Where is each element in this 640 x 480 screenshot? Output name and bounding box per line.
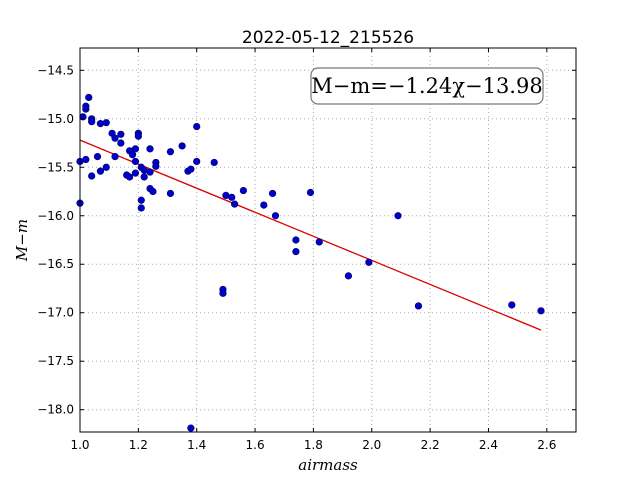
data-point <box>131 169 140 177</box>
data-point <box>111 153 119 161</box>
fit-line-group <box>79 139 542 331</box>
data-point <box>126 173 134 181</box>
x-tick-labels: 1.0 1.2 1.4 1.6 1.8 2.0 2.2 2.4 2.6 <box>70 438 556 452</box>
data-point <box>166 189 175 198</box>
y-tick-label: −17.5 <box>37 354 74 368</box>
x-tick-label: 1.8 <box>304 438 323 452</box>
data-point <box>111 134 119 142</box>
y-tick-label: −15.0 <box>37 112 74 126</box>
data-point <box>131 145 140 153</box>
data-point <box>414 302 423 310</box>
data-point <box>315 238 323 246</box>
grid <box>79 48 576 432</box>
y-tick-label: −16.5 <box>37 257 74 271</box>
data-point <box>152 162 160 170</box>
y-tick-label: −16.0 <box>37 209 74 223</box>
x-axis-label: airmass <box>298 456 358 474</box>
data-point <box>140 173 148 181</box>
y-tick-label: −18.0 <box>37 403 74 417</box>
data-point <box>93 153 102 161</box>
data-point <box>102 119 110 127</box>
data-point <box>268 189 277 198</box>
x-tick-label: 2.2 <box>421 438 440 452</box>
fit-annotation-frame <box>310 67 544 105</box>
data-point <box>166 148 175 156</box>
fit-annotation: M−m=−1.24χ−13.98 <box>311 74 542 98</box>
data-point <box>134 132 142 140</box>
data-point <box>117 139 125 147</box>
data-point <box>394 212 402 220</box>
data-point <box>306 188 315 197</box>
data-point <box>508 301 516 309</box>
data-point <box>85 93 93 102</box>
data-point <box>102 163 110 171</box>
data-point <box>292 236 300 244</box>
y-tick-label: −14.5 <box>37 63 74 77</box>
axis-ticks <box>79 48 576 432</box>
y-axis-label: M−m <box>13 219 31 262</box>
data-point <box>187 165 195 173</box>
data-point <box>82 102 90 110</box>
data-point <box>271 212 280 220</box>
plot-area <box>80 48 576 432</box>
data-point <box>96 167 105 175</box>
data-point <box>228 193 236 201</box>
data-point <box>146 145 154 153</box>
data-point <box>128 151 137 159</box>
data-point <box>292 248 300 256</box>
x-tick-label: 1.6 <box>246 438 265 452</box>
data-point <box>137 196 145 204</box>
data-point <box>365 258 373 266</box>
data-point <box>219 289 227 297</box>
data-point <box>131 157 140 166</box>
data-point <box>96 120 105 128</box>
data-point <box>117 130 125 138</box>
x-tick-label: 2.4 <box>479 438 498 452</box>
data-point <box>260 201 268 209</box>
fit-line <box>79 139 542 331</box>
data-point <box>193 122 201 131</box>
data-point <box>537 307 545 315</box>
data-point <box>187 424 195 432</box>
data-point <box>137 204 145 212</box>
data-point <box>210 158 218 167</box>
y-tick-label: −15.5 <box>37 160 74 174</box>
x-tick-label: 2.0 <box>362 438 381 452</box>
data-point <box>239 186 247 195</box>
x-tick-label: 2.6 <box>537 438 556 452</box>
data-point <box>178 142 186 150</box>
data-point <box>146 168 154 176</box>
y-tick-label: −17.0 <box>37 306 74 320</box>
fit-annotation-box: M−m=−1.24χ−13.98 <box>310 67 544 105</box>
data-point <box>88 172 96 180</box>
data-point <box>231 200 239 208</box>
x-tick-label: 1.0 <box>70 438 89 452</box>
x-tick-label: 1.4 <box>187 438 206 452</box>
chart-title: 2022-05-12_215526 <box>242 28 414 48</box>
data-point <box>149 187 157 196</box>
y-tick-labels: −14.5 −15.0 −15.5 −16.0 −16.5 −17.0 −17.5 −18.0 <box>37 63 74 416</box>
x-tick-label: 1.2 <box>129 438 148 452</box>
data-point <box>88 118 96 126</box>
plot-frame <box>79 47 577 433</box>
data-point <box>344 272 353 280</box>
data-point <box>193 157 201 166</box>
data-point <box>82 155 90 164</box>
